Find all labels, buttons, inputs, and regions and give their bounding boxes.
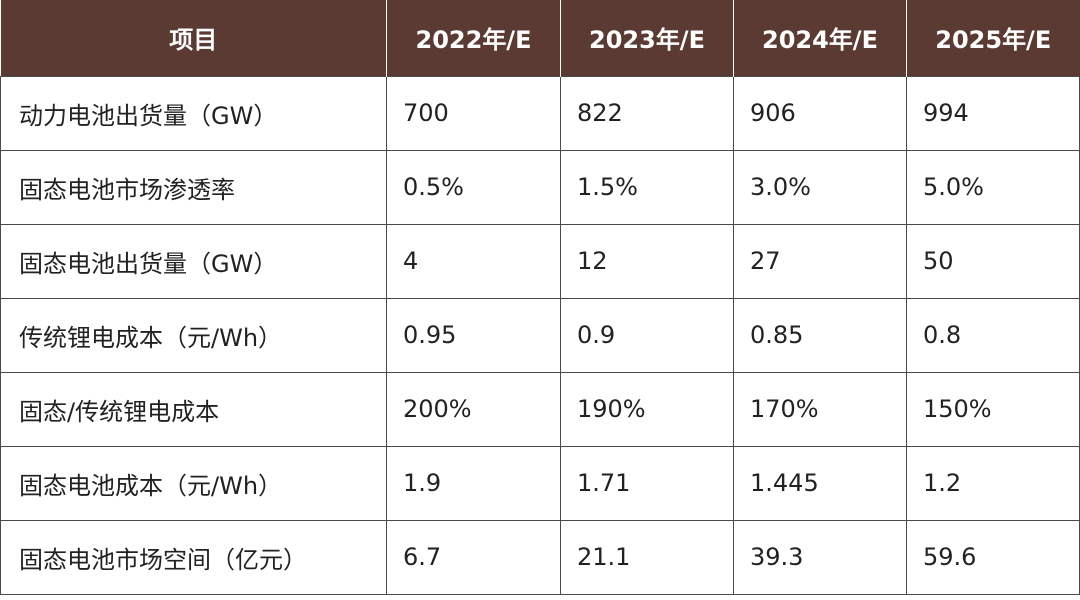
table-cell: 21.1 xyxy=(560,519,734,595)
header-cell-2025: 2025年/E xyxy=(906,0,1080,76)
table-cell: 822 xyxy=(560,75,734,151)
row-label: 固态/传统锂电成本 xyxy=(0,371,387,447)
table-row: 动力电池出货量（GW） 700 822 906 994 xyxy=(0,75,1080,151)
table-cell: 6.7 xyxy=(386,519,561,595)
header-row: 项目 2022年/E 2023年/E 2024年/E 2025年/E xyxy=(0,0,1080,76)
table-cell: 700 xyxy=(386,75,561,151)
table-cell: 50 xyxy=(906,223,1080,299)
table-cell: 3.0% xyxy=(733,149,907,225)
table-cell: 1.5% xyxy=(560,149,734,225)
row-label: 固态电池出货量（GW） xyxy=(0,223,387,299)
table-cell: 150% xyxy=(906,371,1080,447)
table-row: 固态电池市场渗透率 0.5% 1.5% 3.0% 5.0% xyxy=(0,149,1080,225)
table-cell: 4 xyxy=(386,223,561,299)
table-cell: 190% xyxy=(560,371,734,447)
table-cell: 0.9 xyxy=(560,297,734,373)
table-row: 固态电池市场空间（亿元） 6.7 21.1 39.3 59.6 xyxy=(0,519,1080,595)
row-label: 传统锂电成本（元/Wh） xyxy=(0,297,387,373)
header-cell-2022: 2022年/E xyxy=(386,0,561,76)
table-cell: 0.8 xyxy=(906,297,1080,373)
table-cell: 994 xyxy=(906,75,1080,151)
row-label: 固态电池市场空间（亿元） xyxy=(0,519,387,595)
table-cell: 906 xyxy=(733,75,907,151)
table-cell: 0.85 xyxy=(733,297,907,373)
table-cell: 59.6 xyxy=(906,519,1080,595)
row-label: 动力电池出货量（GW） xyxy=(0,75,387,151)
table-cell: 1.9 xyxy=(386,445,561,521)
table-cell: 39.3 xyxy=(733,519,907,595)
table-cell: 1.2 xyxy=(906,445,1080,521)
row-label: 固态电池成本（元/Wh） xyxy=(0,445,387,521)
table-row: 固态/传统锂电成本 200% 190% 170% 150% xyxy=(0,371,1080,447)
table-row: 固态电池成本（元/Wh） 1.9 1.71 1.445 1.2 xyxy=(0,445,1080,521)
table-cell: 200% xyxy=(386,371,561,447)
table-cell: 5.0% xyxy=(906,149,1080,225)
header-cell-2024: 2024年/E xyxy=(733,0,907,76)
table-header: 项目 2022年/E 2023年/E 2024年/E 2025年/E xyxy=(0,0,1080,76)
table-cell: 0.95 xyxy=(386,297,561,373)
table-cell: 27 xyxy=(733,223,907,299)
table-cell: 1.445 xyxy=(733,445,907,521)
row-label: 固态电池市场渗透率 xyxy=(0,149,387,225)
table-cell: 170% xyxy=(733,371,907,447)
header-cell-2023: 2023年/E xyxy=(560,0,734,76)
table-row: 固态电池出货量（GW） 4 12 27 50 xyxy=(0,223,1080,299)
table-cell: 12 xyxy=(560,223,734,299)
header-cell-item: 项目 xyxy=(0,0,387,76)
table-cell: 0.5% xyxy=(386,149,561,225)
table-row: 传统锂电成本（元/Wh） 0.95 0.9 0.85 0.8 xyxy=(0,297,1080,373)
table-cell: 1.71 xyxy=(560,445,734,521)
table-body: 动力电池出货量（GW） 700 822 906 994 固态电池市场渗透率 0.… xyxy=(0,75,1080,595)
